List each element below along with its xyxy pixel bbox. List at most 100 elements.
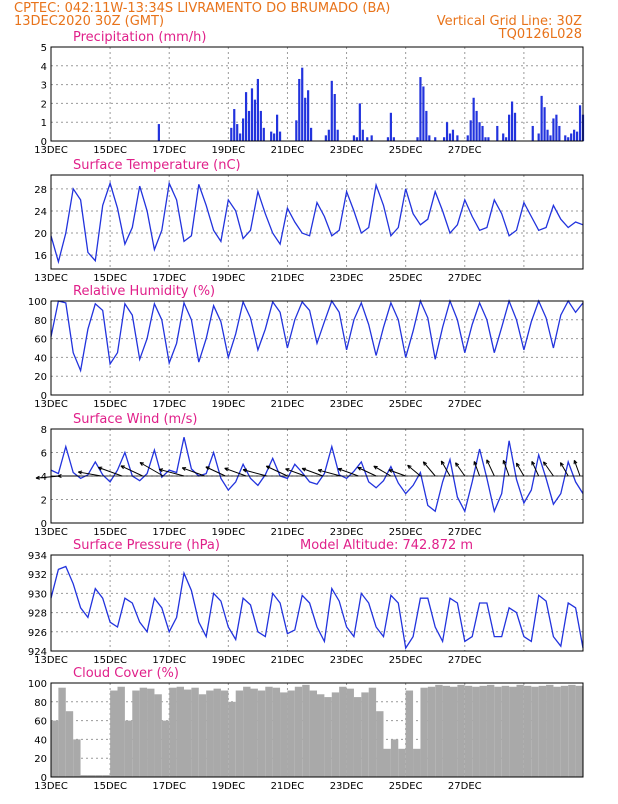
precipitation-bar bbox=[575, 131, 579, 141]
temperature-date-label: 13DEC bbox=[34, 273, 68, 284]
precipitation-bar bbox=[236, 124, 239, 141]
humidity-ytick-label: 40 bbox=[34, 353, 47, 364]
wind-date-label: 17DEC bbox=[152, 527, 186, 538]
cloud-cover-bar bbox=[124, 720, 133, 777]
cloud-cover-bar bbox=[405, 690, 414, 777]
wind-date-label: 27DEC bbox=[448, 527, 482, 538]
wind-arrow bbox=[181, 467, 205, 477]
temperature-date-label: 17DEC bbox=[152, 273, 186, 284]
humidity-date-label: 21DEC bbox=[271, 399, 305, 410]
cloud-cover-date-label: 13DEC bbox=[34, 781, 68, 792]
cloud-cover-bar bbox=[51, 720, 59, 777]
wind-date-label: 15DEC bbox=[93, 527, 127, 538]
cloud-cover-bar bbox=[494, 686, 502, 777]
wind-date-label: 21DEC bbox=[271, 527, 305, 538]
cloud-cover-frame bbox=[50, 682, 584, 778]
wind-arrow bbox=[542, 461, 554, 477]
wind-arrow bbox=[205, 466, 226, 477]
cloud-cover-bar bbox=[302, 684, 310, 777]
temperature-title: Surface Temperature (nC) bbox=[73, 158, 241, 173]
precipitation-bar bbox=[505, 137, 508, 141]
temperature-date-label: 19DEC bbox=[211, 273, 245, 284]
precipitation-bar bbox=[573, 129, 576, 141]
pressure-date-label: 13DEC bbox=[34, 655, 68, 666]
temperature-date-label: 25DEC bbox=[389, 273, 423, 284]
cloud-cover-bar bbox=[442, 685, 450, 777]
pressure-frame bbox=[50, 554, 584, 652]
precipitation-date-label: 23DEC bbox=[330, 145, 364, 156]
precipitation-ytick-label: 2 bbox=[41, 99, 47, 110]
cloud-cover-bar bbox=[213, 688, 221, 777]
cloud-cover-bar bbox=[65, 711, 74, 777]
precipitation-bar bbox=[392, 137, 395, 141]
precipitation-bar bbox=[309, 127, 313, 141]
precipitation-bar bbox=[487, 137, 490, 141]
cloud-cover-bar bbox=[235, 690, 244, 777]
precipitation-ytick-label: 3 bbox=[41, 81, 47, 92]
wind-date-label: 25DEC bbox=[389, 527, 423, 538]
wind-ytick-label: 6 bbox=[41, 449, 47, 460]
temperature-date-label: 23DEC bbox=[330, 273, 364, 284]
humidity-ytick-label: 20 bbox=[34, 372, 47, 383]
precipitation-bar bbox=[425, 110, 428, 141]
cloud-cover-bar bbox=[154, 694, 162, 777]
cloud-cover-bar bbox=[80, 775, 88, 777]
pressure-date-label: 23DEC bbox=[330, 655, 364, 666]
pressure-date-label: 19DEC bbox=[211, 655, 245, 666]
wind-arrow bbox=[139, 462, 164, 477]
cloud-cover-ytick-label: 0 bbox=[41, 773, 47, 784]
precipitation-date-label: 13DEC bbox=[34, 145, 68, 156]
precipitation-bar bbox=[386, 137, 390, 141]
cloud-cover-bar bbox=[368, 687, 377, 777]
cloud-cover-bar bbox=[390, 739, 399, 777]
cloud-cover-bar bbox=[87, 775, 96, 777]
cloud-cover-bar bbox=[457, 684, 465, 777]
pressure-ytick-label: 932 bbox=[28, 570, 47, 581]
precipitation-bar bbox=[244, 92, 248, 141]
precipitation-bar bbox=[330, 80, 333, 141]
cloud-cover-ytick-label: 100 bbox=[28, 679, 47, 690]
pressure-ytick-label: 928 bbox=[28, 609, 47, 620]
cloud-cover-bar bbox=[250, 688, 258, 777]
precipitation-bar bbox=[259, 110, 262, 141]
pressure-date-label: 27DEC bbox=[448, 655, 482, 666]
temperature-panel: 16 20 24 28 13DEC 15DEC 17DEC 19DEC 21DEC 23DEC 25… bbox=[34, 158, 584, 284]
precipitation-bar bbox=[478, 122, 481, 141]
cloud-cover-bar bbox=[361, 692, 369, 777]
pressure-ytick-label: 930 bbox=[28, 589, 47, 600]
precipitation-bar bbox=[531, 125, 534, 141]
wind-arrow bbox=[301, 467, 324, 477]
cloud-cover-bar bbox=[73, 739, 81, 777]
pressure-date-label: 21DEC bbox=[271, 655, 305, 666]
temperature-date-label: 27DEC bbox=[448, 273, 482, 284]
precipitation-date-label: 21DEC bbox=[271, 145, 305, 156]
cloud-cover-bar bbox=[383, 748, 391, 777]
wind-arrow bbox=[473, 461, 481, 477]
precipitation-bar bbox=[448, 133, 452, 141]
precipitation-ytick-label: 0 bbox=[41, 137, 47, 148]
precipitation-date-label: 17DEC bbox=[152, 145, 186, 156]
cloud-cover-bar bbox=[486, 684, 495, 777]
precipitation-bar bbox=[273, 133, 276, 141]
cloud-cover-bar bbox=[420, 687, 428, 777]
cloud-cover-bar bbox=[560, 685, 569, 777]
precipitation-bar bbox=[416, 137, 419, 141]
precipitation-bar bbox=[419, 77, 422, 141]
cloud-cover-ytick-label: 20 bbox=[34, 754, 47, 765]
precipitation-frame bbox=[50, 46, 584, 142]
precipitation-bar bbox=[537, 133, 540, 141]
temperature-ytick-label: 28 bbox=[34, 185, 47, 196]
cloud-cover-bar bbox=[427, 686, 436, 777]
precipitation-ytick-label: 1 bbox=[41, 118, 47, 129]
pressure-date-label: 17DEC bbox=[152, 655, 186, 666]
cloud-cover-bar bbox=[553, 686, 561, 777]
precipitation-date-label: 27DEC bbox=[448, 145, 482, 156]
humidity-frame bbox=[50, 300, 584, 396]
cloud-cover-ytick-label: 60 bbox=[34, 717, 47, 728]
wind-date-label: 23DEC bbox=[330, 527, 364, 538]
wind-ytick-label: 2 bbox=[41, 496, 47, 507]
temperature-series-line bbox=[50, 181, 584, 265]
pressure-ytick-label: 924 bbox=[28, 647, 47, 658]
precipitation-bar bbox=[445, 122, 449, 141]
